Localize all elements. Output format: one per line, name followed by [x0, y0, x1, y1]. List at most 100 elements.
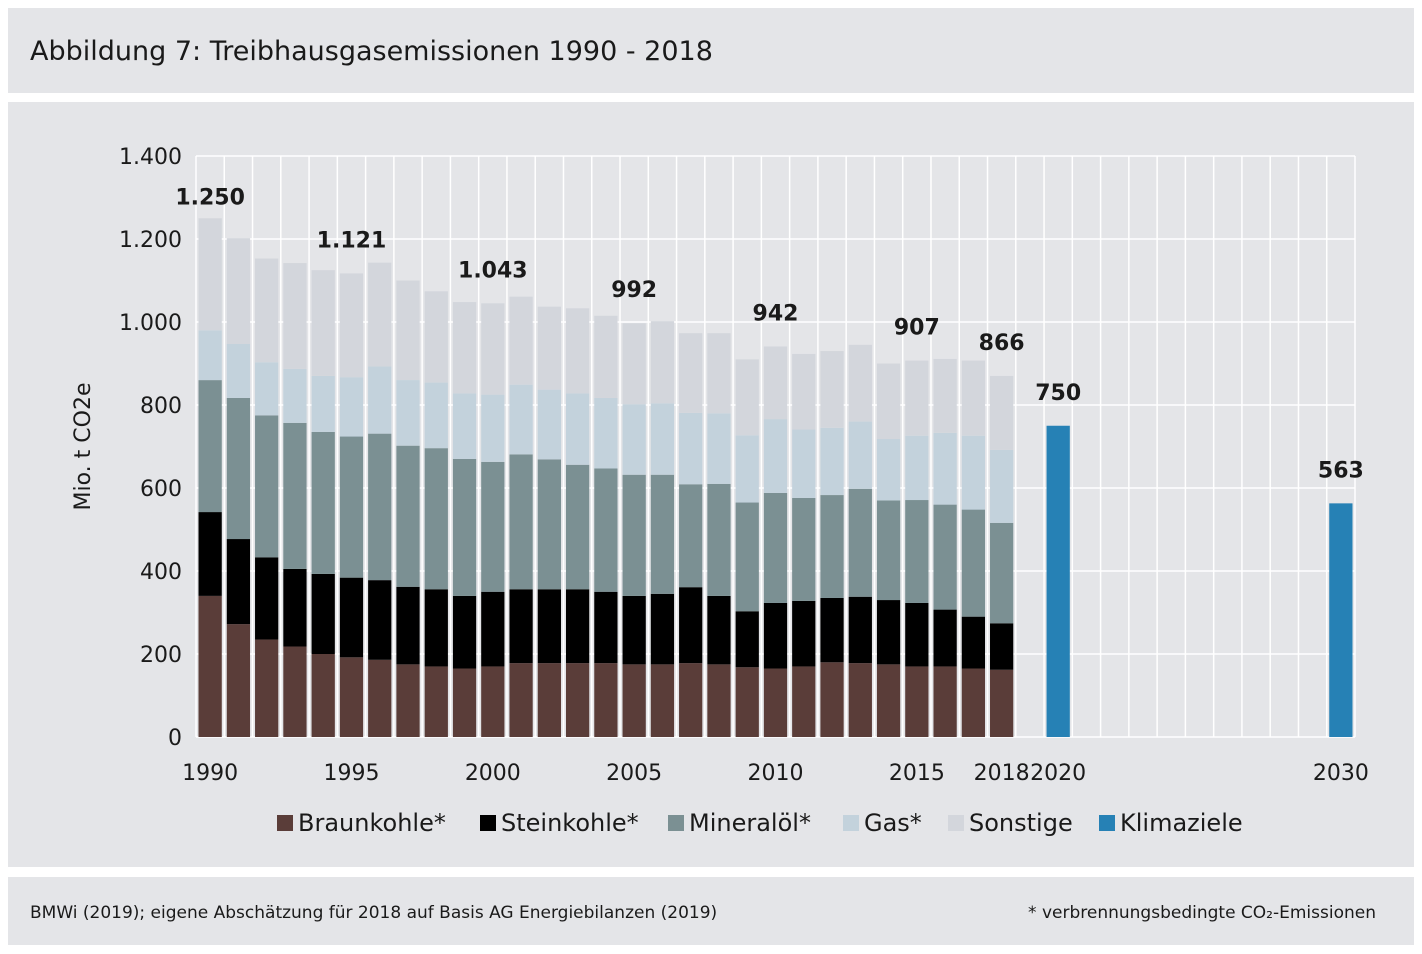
- bar-segment: [792, 600, 816, 667]
- bar-segment: [848, 344, 872, 422]
- bar-segment: [876, 600, 901, 665]
- bar-segment: [622, 404, 646, 475]
- bar-segment: [537, 589, 561, 664]
- bar-segment: [622, 595, 646, 665]
- bar-segment: [594, 315, 618, 398]
- y-tick-label: 200: [140, 643, 182, 668]
- bar-segment: [763, 668, 788, 737]
- bar-segment: [961, 509, 986, 617]
- bar-segment: [933, 432, 957, 505]
- legend-swatch: [480, 815, 496, 831]
- bar-segment: [396, 380, 420, 446]
- bar-segment: [283, 263, 307, 369]
- x-tick-label: 1990: [182, 761, 238, 786]
- bar-segment: [565, 663, 590, 737]
- bar-segment: [792, 666, 816, 737]
- bar-segment: [679, 412, 703, 485]
- bar-segment: [763, 602, 788, 669]
- bar-segment: [707, 333, 731, 414]
- bar-segment: [283, 422, 307, 569]
- bar-segment: [537, 459, 561, 590]
- bar-segment: [481, 591, 505, 667]
- bar-segment: [198, 380, 222, 513]
- bar-segment: [509, 296, 533, 385]
- bar-segment: [594, 468, 618, 592]
- legend-swatch: [948, 815, 964, 831]
- bar-segment: [820, 351, 844, 428]
- total-label: 563: [1318, 458, 1364, 483]
- bar-segment: [339, 436, 364, 578]
- bar-segment: [339, 657, 364, 737]
- bar-segment: [537, 389, 561, 460]
- bar-segment: [905, 360, 929, 436]
- bar-segment: [876, 363, 901, 440]
- bar-segment: [679, 484, 703, 588]
- bar-segment: [424, 589, 448, 667]
- bar-segment: [368, 366, 392, 434]
- bar-segment: [679, 587, 703, 664]
- bar-segment: [198, 218, 222, 331]
- bar-segment: [650, 403, 675, 475]
- bar-segment: [396, 586, 420, 665]
- bar-segment: [311, 375, 335, 432]
- bar-segment: [368, 262, 392, 367]
- bar-segment: [876, 439, 901, 501]
- legend-label: Gas*: [864, 809, 922, 837]
- total-label: 1.121: [317, 228, 387, 253]
- bar-segment: [424, 291, 448, 383]
- bar-segment: [650, 321, 675, 404]
- total-label: 907: [894, 316, 940, 341]
- bar-segment: [990, 623, 1014, 670]
- x-tick-label: 2000: [465, 761, 521, 786]
- target-bar: [1329, 503, 1353, 737]
- bar-segment: [905, 435, 929, 501]
- bar-segment: [198, 330, 222, 381]
- bar-segment: [452, 302, 477, 394]
- y-tick-label: 1.200: [119, 228, 182, 253]
- target-bar: [1046, 425, 1070, 737]
- bar-segment: [424, 448, 448, 590]
- bar-segment: [198, 595, 222, 737]
- bar-segment: [509, 384, 533, 455]
- bar-segment: [565, 464, 590, 590]
- bar-segment: [735, 435, 759, 503]
- bar-segment: [876, 664, 901, 737]
- bar-segment: [509, 663, 533, 737]
- bar-segment: [707, 595, 731, 665]
- bar-segment: [848, 488, 872, 597]
- bar-segment: [226, 343, 251, 398]
- bar-segment: [311, 654, 335, 737]
- total-label: 866: [979, 331, 1025, 356]
- bar-segment: [396, 445, 420, 587]
- bar-segment: [509, 454, 533, 590]
- bar-segment: [707, 664, 731, 737]
- bar-segment: [452, 595, 477, 669]
- bar-segment: [763, 492, 788, 603]
- bar-segment: [452, 458, 477, 596]
- total-label: 1.250: [175, 185, 245, 210]
- legend-label: Steinkohle*: [501, 809, 639, 837]
- x-tick-label: 1995: [323, 761, 379, 786]
- bar-segment: [396, 280, 420, 381]
- bar-segment: [792, 353, 816, 430]
- bar-segment: [933, 504, 957, 610]
- bar-segment: [622, 323, 646, 405]
- bar-segment: [283, 646, 307, 737]
- page-title: Abbildung 7: Treibhausgasemissionen 1990…: [30, 36, 713, 67]
- bar-segment: [961, 360, 986, 436]
- bar-segment: [961, 668, 986, 737]
- legend-swatch: [277, 815, 293, 831]
- bar-segment: [255, 557, 279, 640]
- bar-segment: [933, 666, 957, 737]
- total-label: 992: [611, 278, 657, 303]
- bar-segment: [905, 602, 929, 667]
- y-tick-label: 0: [168, 726, 182, 751]
- bar-segment: [509, 589, 533, 664]
- bar-segment: [763, 346, 788, 420]
- bar-segment: [537, 663, 561, 737]
- bar-segment: [311, 573, 335, 654]
- y-tick-label: 600: [140, 477, 182, 502]
- x-tick-label: 2030: [1313, 761, 1369, 786]
- emissions-chart: 1.250 1.121 1.043 992 942 907 866 750 563 0 200 400…: [71, 145, 1369, 837]
- bar-segment: [735, 667, 759, 737]
